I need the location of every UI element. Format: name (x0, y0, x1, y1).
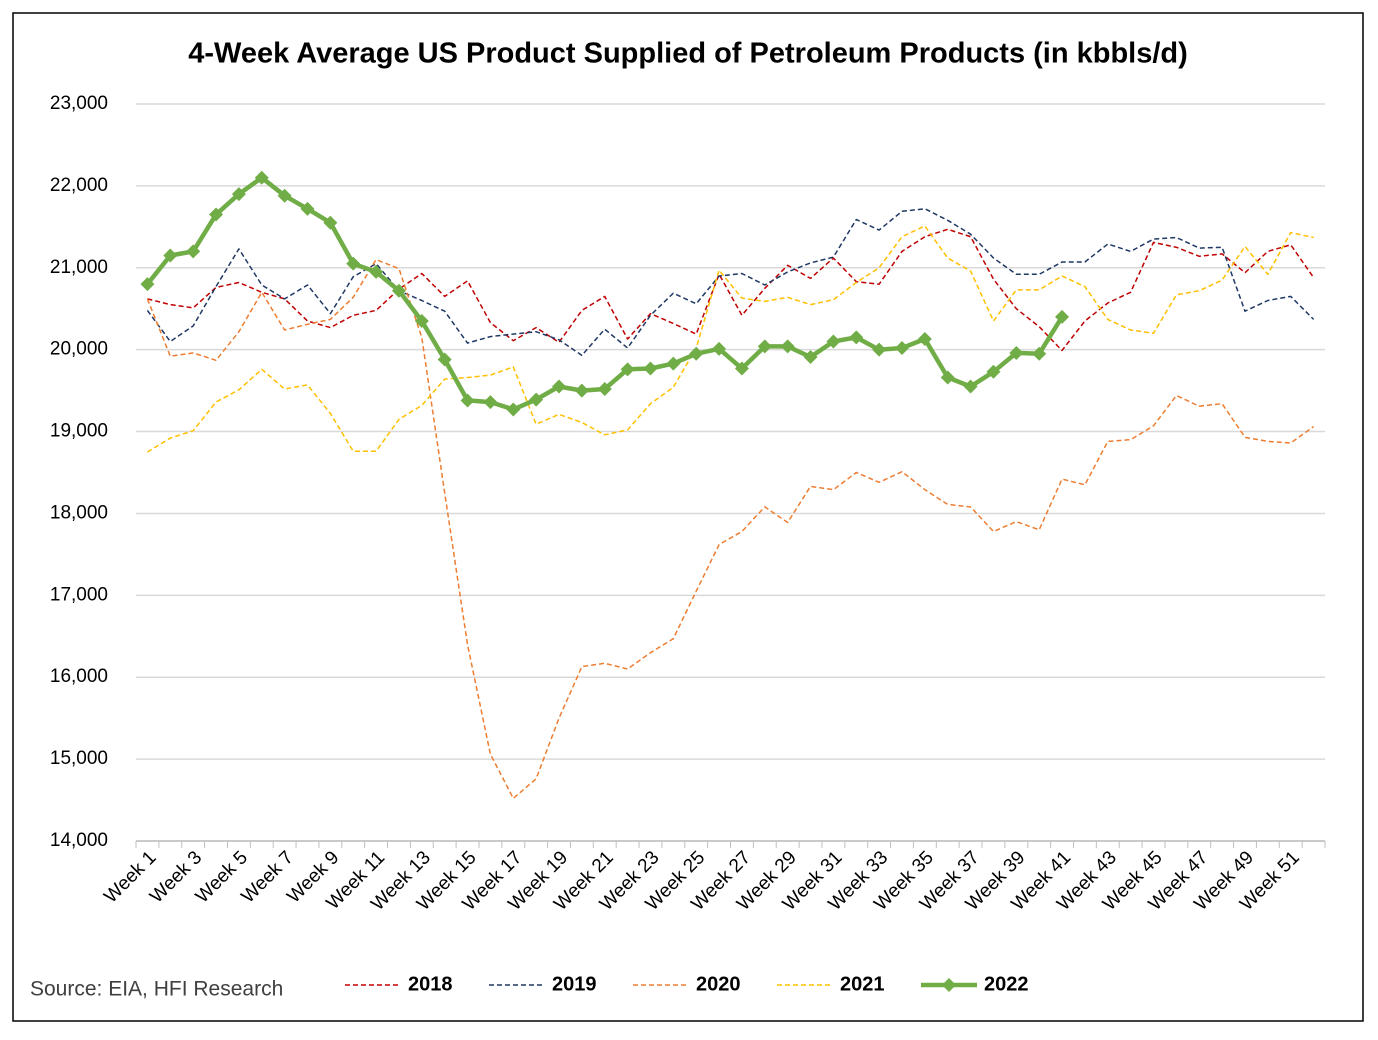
marker (483, 395, 498, 410)
y-tick-label: 14,000 (50, 830, 108, 851)
marker (894, 341, 909, 356)
marker (757, 339, 772, 354)
marker (940, 370, 955, 385)
marker (803, 350, 818, 365)
marker (1055, 309, 1070, 324)
marker (552, 379, 567, 394)
legend-label: 2018 (408, 973, 453, 995)
marker (666, 356, 681, 371)
y-tick-label: 20,000 (50, 339, 108, 360)
marker (163, 248, 178, 263)
chart-title: 4-Week Average US Product Supplied of Pe… (188, 38, 1188, 70)
marker (186, 244, 201, 259)
marker (1009, 345, 1024, 360)
marker (323, 215, 338, 230)
legend-label: 2020 (696, 973, 741, 995)
marker (574, 383, 589, 398)
marker (529, 392, 544, 407)
marker (643, 361, 658, 376)
y-tick-label: 21,000 (50, 257, 108, 278)
y-tick-label: 15,000 (50, 748, 108, 769)
marker (460, 393, 475, 408)
y-tick-label: 17,000 (50, 584, 108, 605)
marker (414, 314, 429, 329)
source-note: Source: EIA, HFI Research (30, 978, 283, 1001)
y-tick-label: 23,000 (50, 93, 108, 114)
series-line (147, 225, 1314, 453)
legend-label: 2022 (984, 973, 1029, 995)
marker (437, 352, 452, 367)
marker (620, 362, 635, 377)
legend-marker (942, 978, 956, 992)
marker (734, 361, 749, 376)
marker (231, 187, 246, 202)
series-line (147, 228, 1315, 352)
marker (300, 201, 315, 216)
marker (689, 346, 704, 361)
series-line (146, 208, 1315, 357)
marker (506, 402, 521, 417)
marker (826, 334, 841, 349)
marker (872, 342, 887, 357)
marker (917, 332, 932, 347)
marker (1032, 346, 1047, 361)
marker (254, 170, 269, 185)
marker (849, 330, 864, 345)
series-line (146, 258, 1315, 800)
chart-border (12, 12, 1364, 1022)
marker (277, 188, 292, 203)
y-tick-label: 18,000 (50, 502, 108, 523)
marker (963, 379, 978, 394)
marker (712, 341, 727, 356)
marker (986, 364, 1001, 379)
marker (209, 207, 224, 222)
marker (780, 339, 795, 354)
marker (369, 264, 384, 279)
marker (597, 381, 612, 396)
marker (391, 283, 406, 298)
marker (346, 256, 361, 271)
marker (140, 277, 155, 292)
y-tick-label: 22,000 (50, 175, 108, 196)
y-tick-label: 19,000 (50, 421, 108, 442)
legend-label: 2019 (552, 973, 597, 995)
y-tick-label: 16,000 (50, 666, 108, 687)
legend-label: 2021 (840, 973, 885, 995)
